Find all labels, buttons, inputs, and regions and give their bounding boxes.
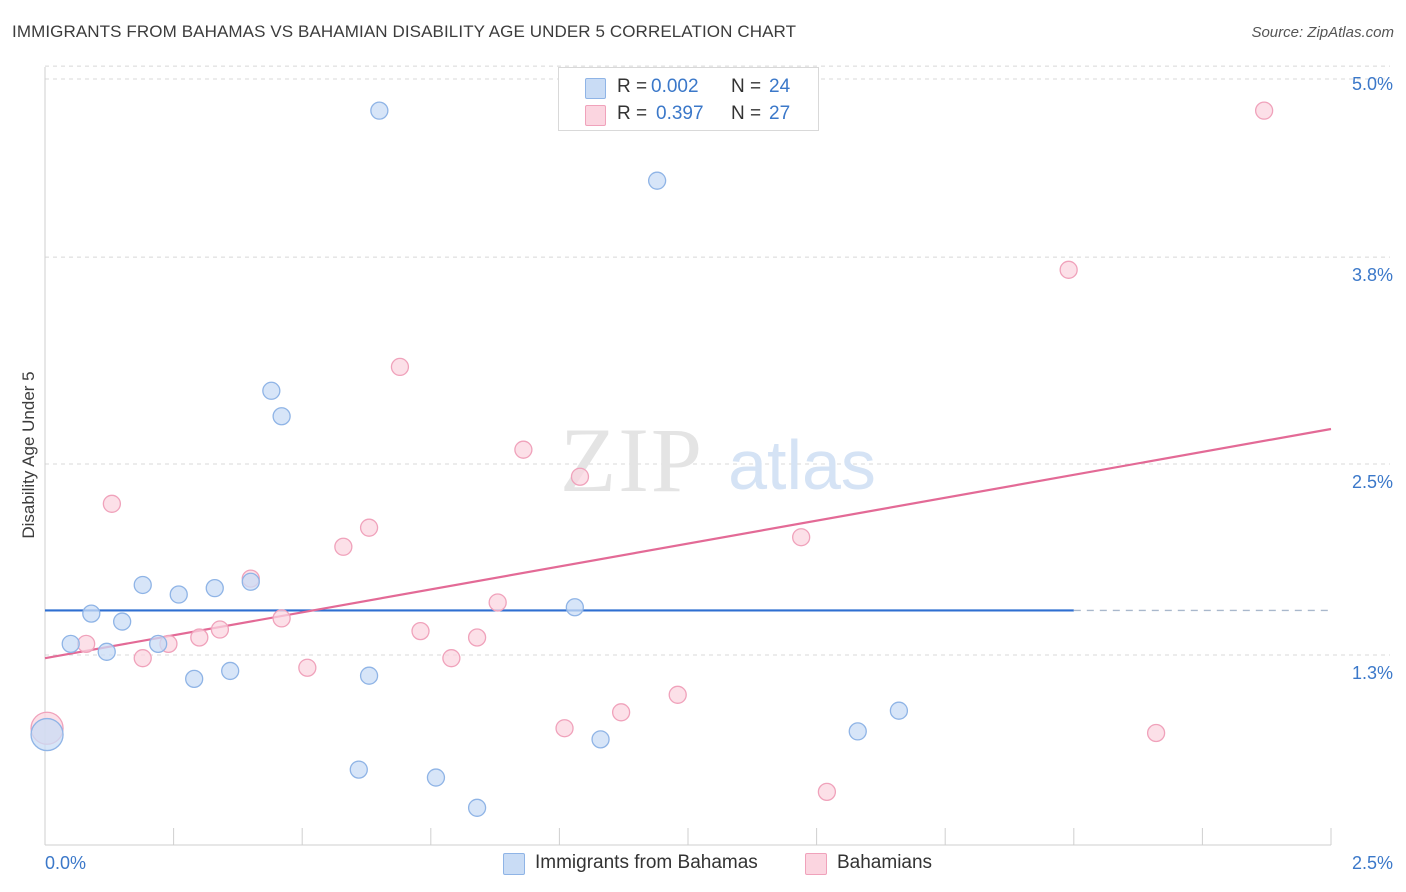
legend-n-value: 27 — [769, 103, 791, 124]
point-bahamians — [334, 537, 353, 556]
point-immigrants — [133, 575, 152, 595]
data-points — [30, 101, 1274, 817]
point-immigrants — [272, 407, 291, 426]
point-immigrants — [467, 798, 487, 817]
point-immigrants — [185, 669, 204, 689]
y-tick-label: 2.5% — [1352, 472, 1393, 492]
point-immigrants — [359, 666, 379, 685]
y-tick-label: 5.0% — [1352, 74, 1393, 94]
legend-n-label: N = — [731, 103, 762, 124]
point-immigrants — [30, 717, 64, 752]
point-immigrants — [221, 661, 240, 681]
y-tick-label: 1.3% — [1352, 663, 1393, 683]
point-bahamians — [272, 609, 291, 628]
legend-swatch-blue — [585, 78, 606, 99]
point-bahamians — [298, 658, 317, 677]
point-immigrants — [169, 585, 188, 604]
point-bahamians — [133, 649, 152, 668]
y-tick-label: 3.8% — [1352, 265, 1393, 285]
legend-n-label: N = — [731, 76, 762, 97]
legend-r-label: R = — [617, 103, 648, 124]
point-bahamians — [1254, 101, 1274, 120]
tick-labels: 1.3% 2.5% 3.8% 5.0% 0.0% 2.5% — [45, 74, 1393, 873]
legend-label-immigrants: Immigrants from Bahamas — [535, 852, 758, 873]
point-immigrants — [647, 171, 667, 190]
point-bahamians — [792, 528, 811, 547]
chart-title: IMMIGRANTS FROM BAHAMAS VS BAHAMIAN DISA… — [12, 22, 797, 41]
legend-r-value: 0.397 — [656, 103, 704, 124]
point-immigrants — [349, 760, 368, 779]
legend-swatch-blue — [503, 853, 525, 875]
point-bahamians — [488, 593, 507, 612]
y-axis-label: Disability Age Under 5 — [19, 371, 38, 538]
point-immigrants — [97, 642, 116, 661]
point-immigrants — [113, 612, 132, 631]
point-immigrants — [82, 604, 101, 623]
x-tick-label: 0.0% — [45, 853, 86, 873]
point-bahamians — [467, 628, 487, 647]
point-immigrants — [262, 381, 281, 400]
point-bahamians — [190, 628, 209, 647]
point-bahamians — [102, 494, 122, 513]
point-bahamians — [817, 782, 837, 802]
point-bahamians — [1059, 260, 1078, 279]
point-bahamians — [570, 467, 590, 486]
legend-swatch-pink — [805, 853, 827, 875]
point-bahamians — [390, 357, 410, 377]
point-immigrants — [241, 572, 260, 591]
point-immigrants — [591, 730, 610, 749]
point-immigrants — [848, 722, 867, 741]
grid-lines — [45, 65, 1390, 656]
point-bahamians — [555, 719, 574, 738]
point-immigrants — [149, 634, 168, 654]
legend-r-label: R = — [617, 76, 648, 97]
point-immigrants — [426, 768, 446, 787]
point-immigrants — [205, 579, 224, 598]
correlation-legend: R = 0.002 N = 24 R = 0.397 N = 27 — [558, 67, 819, 131]
point-bahamians — [411, 621, 430, 641]
watermark: ZIP atlas — [560, 409, 876, 511]
point-bahamians — [1146, 723, 1166, 743]
point-bahamians — [442, 649, 461, 668]
legend-r-value: 0.002 — [651, 76, 699, 97]
point-immigrants — [565, 598, 584, 617]
legend-swatch-pink — [585, 105, 606, 126]
watermark-zip: ZIP — [560, 409, 704, 511]
point-immigrants — [889, 701, 909, 720]
point-immigrants — [61, 634, 80, 654]
trend-line-bahamians — [44, 427, 1332, 660]
point-bahamians — [514, 440, 533, 459]
legend-label-bahamians: Bahamians — [837, 852, 933, 873]
point-bahamians — [359, 518, 379, 537]
trend-lines — [44, 427, 1332, 660]
point-bahamians — [611, 703, 631, 722]
point-bahamians — [210, 620, 230, 639]
point-bahamians — [77, 634, 96, 654]
point-bahamians — [668, 685, 687, 704]
legend-n-value: 24 — [769, 76, 791, 97]
source-label: Source: ZipAtlas.com — [1251, 24, 1394, 41]
point-immigrants — [370, 101, 389, 120]
x-tick-label: 2.5% — [1352, 853, 1393, 873]
watermark-atlas: atlas — [728, 426, 876, 504]
